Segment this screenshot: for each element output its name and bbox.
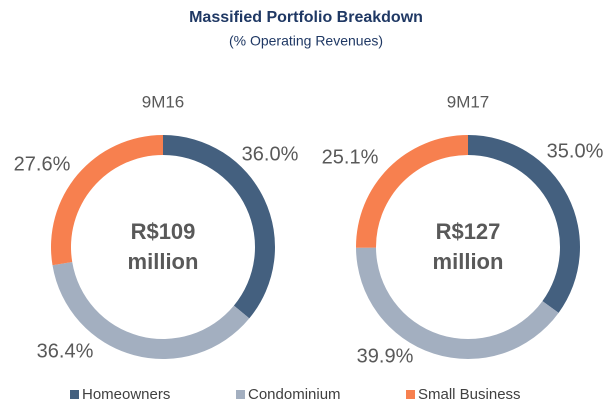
value-label: 36.4% xyxy=(37,340,94,362)
legend-label: Homeowners xyxy=(82,386,170,403)
center-label: million xyxy=(433,249,504,274)
legend-swatch xyxy=(406,390,415,399)
legend-swatch xyxy=(236,390,245,399)
center-label: million xyxy=(128,249,199,274)
value-label: 27.6% xyxy=(14,153,71,175)
pie-title: 9M17 xyxy=(447,92,490,111)
donut-segment xyxy=(356,135,468,248)
center-label: R$127 xyxy=(436,219,501,244)
donut-segment xyxy=(50,135,163,266)
legend-label: Small Business xyxy=(418,386,521,403)
chart-title: Massified Portfolio Breakdown xyxy=(189,9,423,26)
donut-segment xyxy=(52,261,250,359)
donut-segment xyxy=(163,135,276,319)
value-label: 39.9% xyxy=(357,345,414,367)
donut-segment xyxy=(468,135,581,313)
pie-title: 9M16 xyxy=(142,92,185,111)
legend-label: Condominium xyxy=(248,386,341,403)
donut-segment xyxy=(356,247,559,360)
value-label: 35.0% xyxy=(547,140,604,162)
value-label: 25.1% xyxy=(322,146,379,168)
value-label: 36.0% xyxy=(242,143,299,165)
legend-swatch xyxy=(70,390,79,399)
center-label: R$109 xyxy=(131,219,196,244)
chart-subtitle: (% Operating Revenues) xyxy=(229,33,383,49)
